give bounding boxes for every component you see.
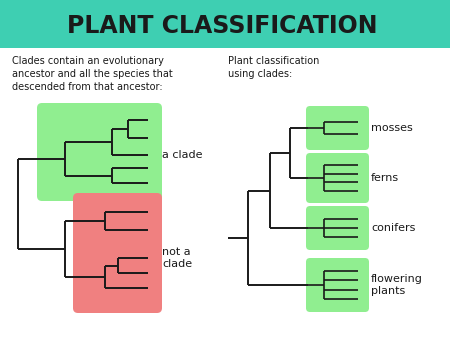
Text: Clades contain an evolutionary
ancestor and all the species that
descended from : Clades contain an evolutionary ancestor … bbox=[12, 56, 173, 92]
Bar bbox=[0, 0, 450, 48]
FancyBboxPatch shape bbox=[73, 193, 162, 313]
Text: Plant classification
using clades:: Plant classification using clades: bbox=[228, 56, 320, 79]
Text: flowering
plants: flowering plants bbox=[371, 274, 423, 296]
FancyBboxPatch shape bbox=[37, 103, 162, 201]
Text: conifers: conifers bbox=[371, 223, 415, 233]
Text: a clade: a clade bbox=[162, 150, 202, 160]
Text: PLANT CLASSIFICATION: PLANT CLASSIFICATION bbox=[67, 14, 377, 38]
Text: not a
clade: not a clade bbox=[162, 247, 192, 269]
FancyBboxPatch shape bbox=[306, 153, 369, 203]
Text: ferns: ferns bbox=[371, 173, 399, 183]
Text: mosses: mosses bbox=[371, 123, 413, 133]
FancyBboxPatch shape bbox=[306, 206, 369, 250]
FancyBboxPatch shape bbox=[306, 258, 369, 312]
FancyBboxPatch shape bbox=[306, 106, 369, 150]
